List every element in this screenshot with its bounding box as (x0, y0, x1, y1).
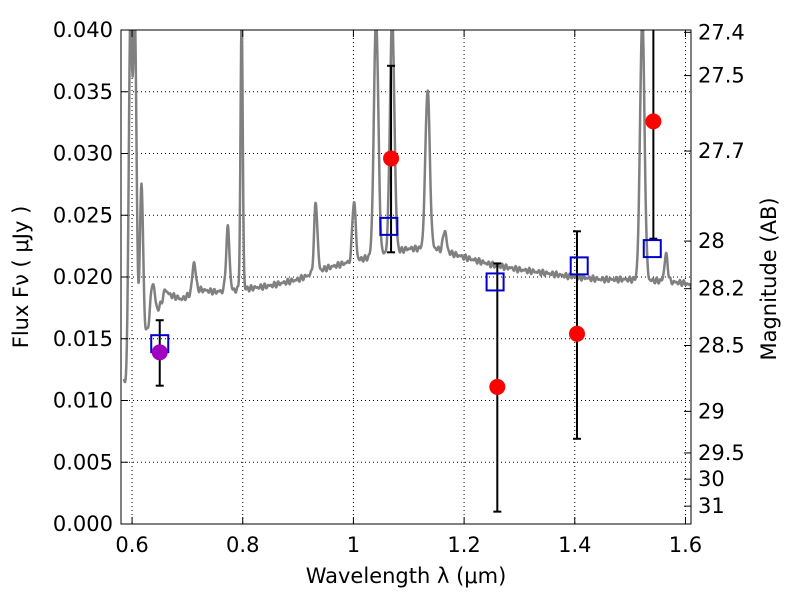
x-axis-label: Wavelength λ (μm) (306, 564, 507, 588)
magnitude-tick-label: 27.4 (698, 20, 745, 44)
observed-point (383, 150, 400, 167)
y-tick-label: 0.015 (53, 327, 113, 351)
magnitude-tick-label: 29.5 (698, 441, 745, 465)
magnitude-tick-label: 28.5 (698, 333, 745, 357)
y-tick-label: 0.005 (53, 450, 113, 474)
y-tick-label: 0.000 (53, 512, 113, 536)
observed-point (151, 344, 168, 361)
magnitude-axis-label: Magnitude (AB) (757, 197, 781, 360)
y-tick-label: 0.035 (53, 80, 113, 104)
spectrum-layer (122, 30, 691, 384)
x-tick-label: 1 (347, 533, 360, 557)
observed-point (569, 325, 585, 342)
y-tick-label: 0.030 (53, 142, 113, 166)
observed-point (489, 378, 506, 395)
magnitude-tick-label: 27.7 (698, 139, 745, 163)
magnitude-tick-label: 30 (698, 467, 725, 491)
magnitude-tick-label: 28.2 (698, 277, 745, 301)
model-square-marker (642, 239, 662, 259)
spectrum-line (122, 30, 691, 384)
y-tick-label: 0.040 (53, 18, 113, 42)
model-square-marker (379, 216, 399, 236)
y-axis-label: Flux Fν ( μJy ) (9, 206, 33, 349)
observed-point (645, 113, 662, 130)
x-tick-label: 0.6 (115, 533, 148, 557)
y-tick-label: 0.020 (53, 265, 113, 289)
magnitude-tick-label: 31 (698, 494, 725, 518)
ticks-layer: 0.6 0.8 1 1.2 1.4 1.6 0.000 0.005 0.010 0.015 0.02… (53, 18, 745, 557)
magnitude-tick-label: 27.5 (698, 64, 745, 88)
x-tick-label: 1.6 (669, 533, 702, 557)
model-square-marker (569, 256, 589, 276)
magnitude-tick-label: 28 (698, 229, 725, 253)
y-tick-label: 0.025 (53, 203, 113, 227)
x-tick-label: 0.8 (226, 533, 259, 557)
model-square-marker (485, 272, 505, 292)
points-layer (150, 30, 662, 513)
magnitude-tick-label: 29 (698, 399, 725, 423)
y-tick-label: 0.010 (53, 389, 113, 413)
x-tick-label: 1.4 (558, 533, 591, 557)
x-tick-label: 1.2 (447, 533, 480, 557)
